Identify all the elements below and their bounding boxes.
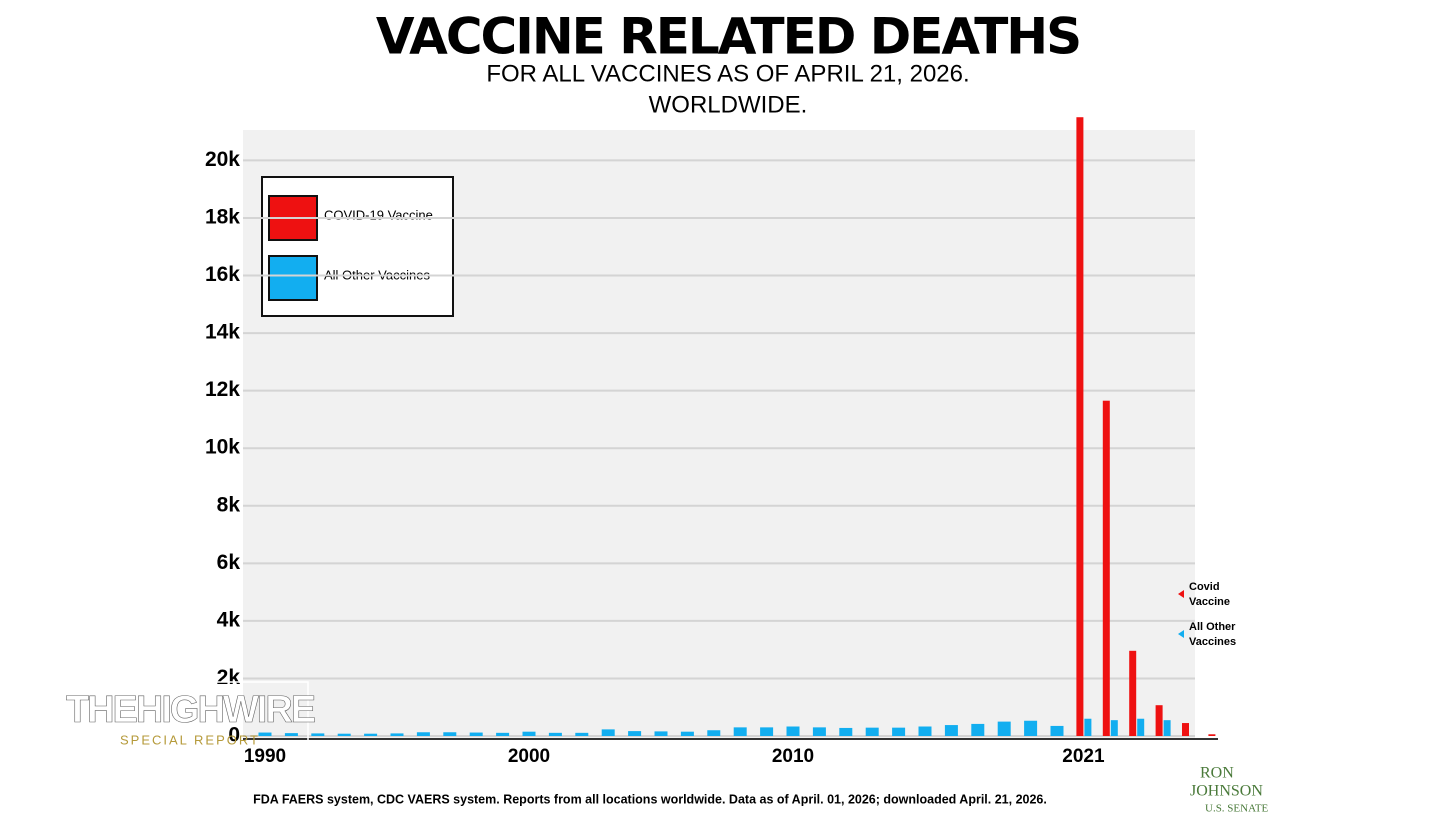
bar [707, 730, 721, 736]
bar [390, 733, 404, 736]
bar [654, 731, 668, 736]
bar [364, 733, 378, 736]
watermark: THEHIGHWIRE SPECIAL REPORT RON JOHNSON U… [66, 681, 1269, 815]
bar [944, 725, 958, 736]
bar [284, 733, 298, 736]
bar [812, 727, 826, 736]
y-tick-label: 4k [217, 608, 241, 631]
bar [1155, 705, 1163, 736]
bar [1208, 734, 1216, 736]
bar [1163, 720, 1171, 736]
bar [786, 726, 800, 736]
side-label: Covid Vaccine [1189, 581, 1230, 608]
bar [892, 727, 906, 736]
x-tick-label: 1990 [244, 746, 286, 767]
bar [680, 731, 694, 736]
bar [311, 733, 325, 736]
side-marker [1178, 630, 1184, 638]
sponsor: U.S. SENATE [1205, 803, 1269, 815]
bar [1102, 400, 1110, 736]
y-tick-label: 18k [205, 205, 240, 228]
logo-text: THEHIGHWIRE [66, 689, 315, 731]
bar [443, 732, 457, 736]
bar [1076, 117, 1084, 737]
y-tick-label: 10k [205, 436, 240, 459]
y-tick-label: 2k [217, 666, 241, 689]
bar [337, 733, 351, 736]
bar [918, 726, 932, 736]
x-tick-label: 2021 [1062, 746, 1105, 767]
side-label: All Other Vaccines [1189, 621, 1239, 648]
y-tick-label: 20k [205, 148, 240, 171]
bar [1129, 650, 1137, 736]
bar [971, 723, 985, 736]
bar [258, 732, 272, 736]
bar [733, 727, 747, 736]
legend-swatch [268, 255, 318, 301]
bar [575, 732, 589, 736]
x-tick-label: 2010 [772, 746, 814, 767]
logo-frame [71, 681, 309, 743]
bar [416, 732, 430, 736]
bar [1182, 723, 1189, 736]
y-tick-label: 16k [205, 263, 240, 286]
subtitle: WORLDWIDE. [649, 91, 808, 118]
bar [865, 727, 879, 736]
bar [1137, 718, 1145, 736]
x-tick-label: 2000 [508, 746, 550, 767]
y-tick-label: 12k [205, 378, 240, 401]
side-label-line: Vaccine [1189, 596, 1230, 608]
legend-label: COVID-19 Vaccine [324, 207, 433, 222]
side-label-line: Vaccines [1189, 636, 1236, 648]
subtitle: FOR ALL VACCINES AS OF APRIL 21, 2026. [486, 60, 969, 87]
bar [1024, 720, 1038, 736]
bar [997, 721, 1011, 736]
y-tick-label: 0 [228, 724, 240, 747]
bar [1084, 718, 1092, 736]
y-tick-label: 6k [217, 551, 241, 574]
side-label-line: Covid [1189, 581, 1223, 593]
bar [1110, 720, 1118, 736]
chart-title: VACCINE RELATED DEATHS [376, 8, 1080, 66]
y-tick-label: 8k [217, 493, 241, 516]
bar [601, 729, 615, 736]
bar [522, 731, 536, 736]
sponsor: JOHNSON [1190, 783, 1263, 800]
bar [548, 732, 562, 736]
bar [1050, 725, 1064, 736]
bar [496, 732, 510, 736]
source-note: FDA FAERS system, CDC VAERS system. Repo… [253, 792, 1047, 806]
side-marker [1178, 590, 1184, 598]
sponsor: RON [1200, 765, 1234, 782]
side-label-line: All Other [1189, 621, 1239, 633]
y-tick-label: 14k [205, 321, 240, 344]
logo-tagline: SPECIAL REPORT [120, 732, 260, 747]
bar [760, 727, 774, 736]
bar [839, 727, 853, 736]
bar [469, 732, 483, 736]
bar [628, 731, 642, 736]
